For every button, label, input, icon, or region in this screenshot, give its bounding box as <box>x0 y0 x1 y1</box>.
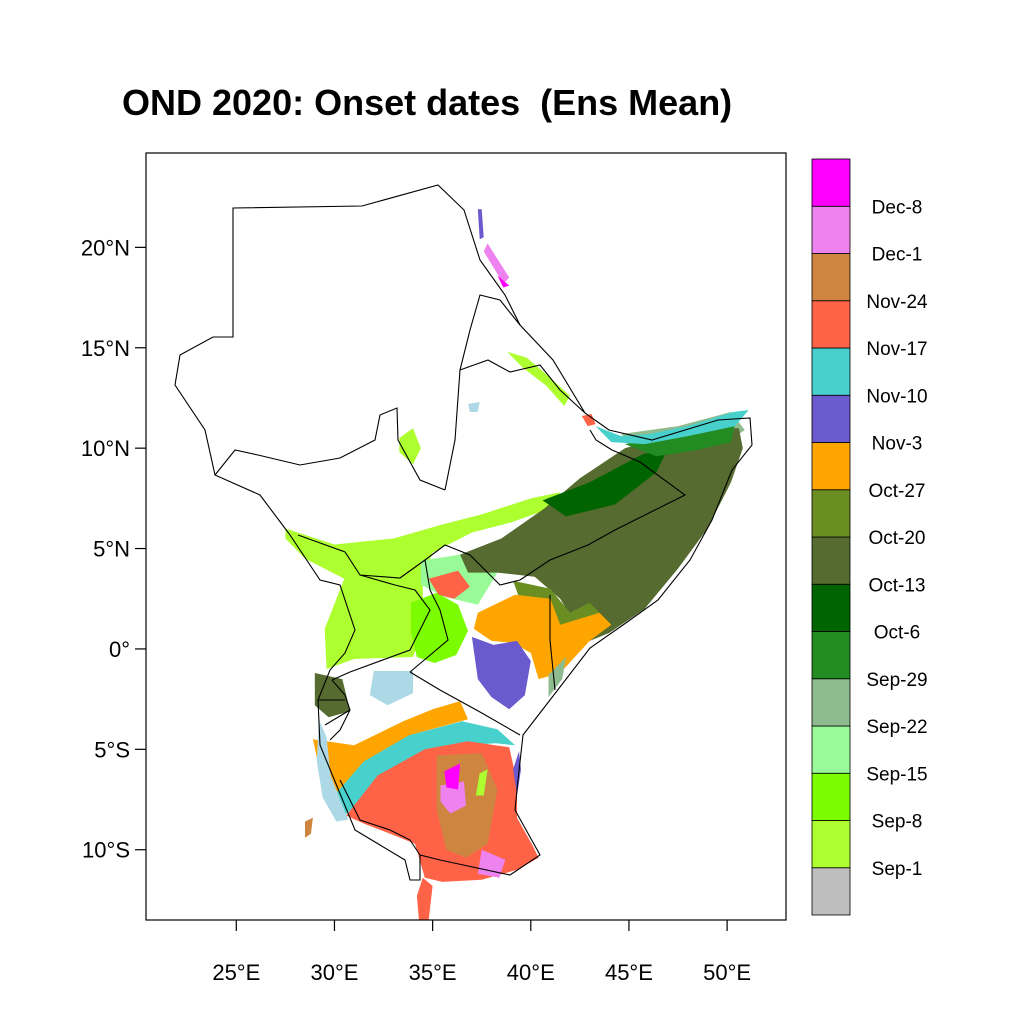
colorbar-swatch <box>812 868 850 915</box>
colorbar-swatch <box>812 679 850 726</box>
onset-region-33 <box>468 402 480 412</box>
onset-region-2 <box>507 352 570 406</box>
colorbar-label: Sep-1 <box>872 859 923 880</box>
colorbar-label: Nov-17 <box>866 339 927 360</box>
colorbar-swatch <box>812 773 850 820</box>
colorbar-label: Dec-1 <box>872 245 923 266</box>
colorbar-swatch <box>812 395 850 442</box>
colorbar-swatch <box>812 726 850 773</box>
lon-tick-label: 25°E <box>212 960 260 985</box>
onset-region-3 <box>411 593 468 663</box>
colorbar-swatch <box>812 443 850 490</box>
map-plot-area <box>146 153 786 920</box>
lon-tick-label: 45°E <box>605 960 653 985</box>
lat-tick-label: 20°N <box>81 235 130 260</box>
onset-region-26 <box>478 209 484 239</box>
colorbar-label: Nov-10 <box>866 386 927 407</box>
lat-tick-label: 5°S <box>94 737 130 762</box>
onset-region-31 <box>370 671 413 705</box>
lon-tick-label: 30°E <box>310 960 358 985</box>
colorbar-label: Sep-15 <box>866 764 927 785</box>
lon-tick-label: 35°E <box>409 960 457 985</box>
lat-tick-label: 0° <box>109 637 130 662</box>
colorbar-label: Sep-29 <box>866 670 927 691</box>
colorbar-swatch <box>812 206 850 253</box>
lat-tick-label: 10°N <box>81 436 130 461</box>
colorbar-swatch <box>812 584 850 631</box>
colorbar-label: Dec-8 <box>872 197 923 218</box>
lat-tick-label: 10°S <box>82 838 130 863</box>
lat-tick-label: 15°N <box>81 336 130 361</box>
colorbar-label: Oct-27 <box>868 481 925 502</box>
onset-date-colorbar: Sep-1 Sep-8 Sep-15 Sep-22 Sep-29 Oct-6 Oct-13 O… <box>812 159 928 915</box>
lon-tick-label: 40°E <box>507 960 555 985</box>
colorbar-swatch <box>812 821 850 868</box>
colorbar-label: Sep-22 <box>866 717 927 738</box>
colorbar-swatch <box>812 254 850 301</box>
onset-region-24 <box>484 243 510 283</box>
colorbar-label: Oct-6 <box>874 623 920 644</box>
colorbar-label: Oct-20 <box>868 528 925 549</box>
sudan-ethiopia-border <box>445 295 520 490</box>
colorbar-label: Sep-8 <box>872 812 923 833</box>
colorbar-label: Nov-3 <box>872 434 923 455</box>
onset-region-16 <box>417 878 433 920</box>
colorbar-swatch <box>812 159 850 206</box>
onset-region-1 <box>399 428 421 464</box>
colorbar-swatch <box>812 301 850 348</box>
onset-region-30 <box>305 818 313 838</box>
longitude-axis: 25°E 30°E 35°E 40°E 45°E 50°E <box>212 920 751 985</box>
lat-tick-label: 5°N <box>93 537 130 562</box>
colorbar-swatch <box>812 490 850 537</box>
colorbar-swatch <box>812 632 850 679</box>
lon-tick-label: 50°E <box>703 960 751 985</box>
colorbar-label: Nov-24 <box>866 292 928 313</box>
colorbar-swatch <box>812 348 850 395</box>
colorbar-swatch <box>812 537 850 584</box>
colorbar-label: Oct-13 <box>868 575 925 596</box>
latitude-axis: 20°N 15°N 10°N 5°N 0° 5°S 10°S <box>81 235 146 862</box>
